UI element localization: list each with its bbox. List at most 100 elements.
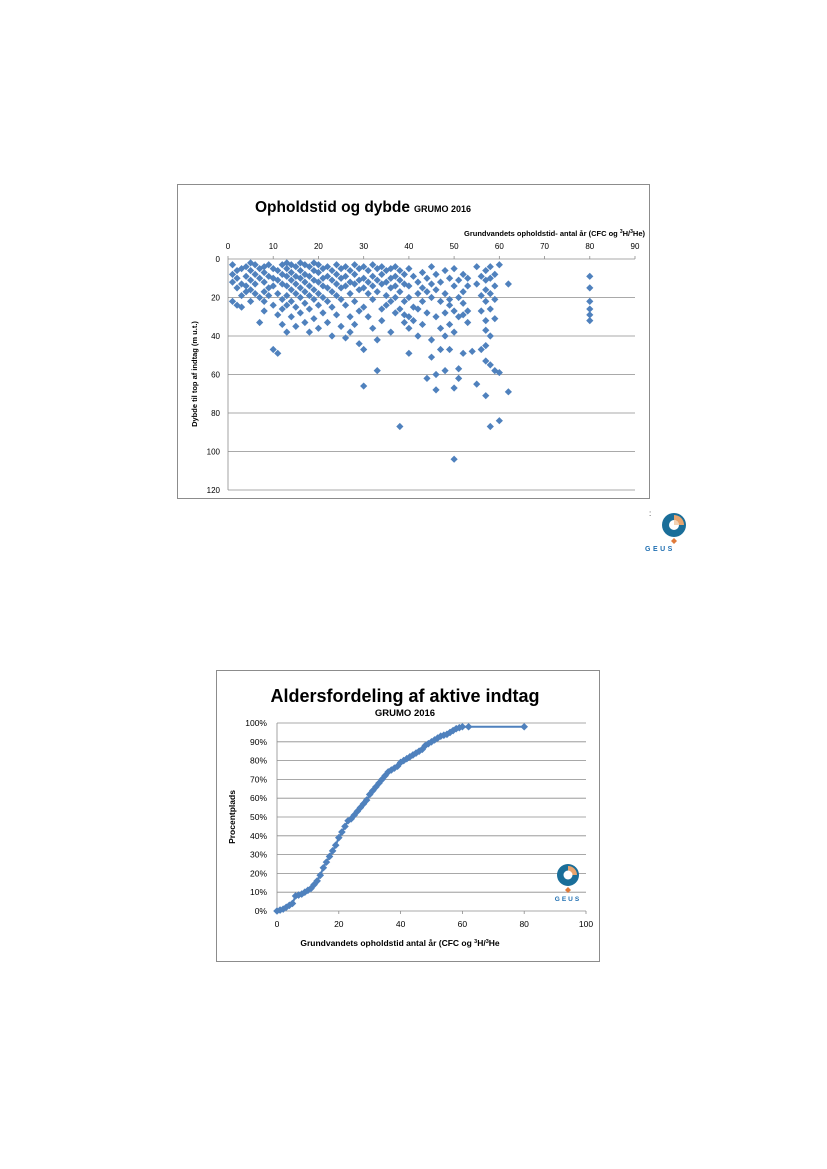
chart1-data-point (283, 265, 291, 273)
chart1-data-point (319, 293, 327, 302)
chart1-data-point (450, 455, 458, 463)
chart1-data-point (373, 288, 381, 296)
chart1-data-point (427, 353, 436, 361)
chart2-data-point (276, 906, 284, 914)
chart1-y-tick-label: 120 (207, 486, 221, 495)
chart1-data-point (482, 317, 490, 325)
chart1-data-point (296, 274, 304, 282)
chart1-data-point (504, 388, 512, 396)
chart2-data-point (440, 731, 448, 740)
chart1-data-point (432, 386, 440, 394)
chart2-x-tick-label: 60 (458, 919, 468, 929)
chart1-data-point (482, 286, 490, 294)
chart1-data-point (319, 265, 327, 273)
chart2-y-tick-label: 40% (250, 831, 267, 841)
chart1-data-point (436, 345, 445, 354)
chart2-y-tick-label: 60% (250, 793, 267, 803)
chart2-y-tick-label: 100% (245, 718, 267, 728)
chart1-data-point (423, 309, 431, 317)
chart1-data-point (482, 342, 490, 350)
chart1-data-point (278, 261, 286, 269)
chart1-data-point (436, 278, 445, 286)
chart1-data-point (283, 328, 291, 336)
chart1-data-point (382, 291, 390, 300)
chart1-data-point (586, 305, 594, 313)
chart1-data-point (436, 324, 445, 332)
chart1-data-point (450, 307, 458, 315)
chart1-data-point (337, 322, 345, 330)
chart1-data-point (495, 417, 503, 425)
chart1-data-point (378, 280, 386, 288)
chart1-y-tick-label: 60 (211, 371, 220, 380)
chart1-data-point (360, 382, 368, 390)
chart1-data-point (323, 318, 332, 327)
chart1-y-tick-label: 100 (207, 448, 221, 457)
chart2-data-point (338, 828, 346, 836)
geus-logo-text: GEUS (645, 546, 675, 553)
chart1-data-point (491, 315, 499, 323)
chart1-x-tick-label: 10 (269, 242, 278, 251)
chart1-data-point (586, 317, 594, 325)
chart1-data-point (445, 320, 454, 329)
chart1-data-point (278, 295, 286, 304)
chart1-data-point (491, 282, 499, 290)
chart1-data-point (387, 284, 395, 292)
chart1-data-point (482, 392, 490, 400)
chart2-x-tick-label: 0 (275, 919, 280, 929)
chart1-data-point (486, 274, 494, 282)
chart1-data-point (305, 305, 313, 313)
chart1-data-point (373, 276, 381, 284)
chart1-gridlines (227, 258, 635, 491)
chart2-data-point (520, 722, 528, 731)
chart2-x-tick-label: 80 (519, 919, 529, 929)
chart1-data-point (400, 318, 408, 327)
chart2-data-point (381, 771, 389, 780)
chart1-data-point (360, 345, 368, 354)
chart1-data-point (247, 297, 255, 305)
chart1-data-point (332, 311, 341, 319)
chart1-data-point (427, 263, 436, 271)
chart1-data-point (436, 297, 445, 305)
chart1-data-point (414, 278, 422, 286)
chart1-data-point (301, 299, 309, 307)
chart2-data-point (443, 730, 451, 739)
chart1-data-point (328, 303, 336, 311)
chart1-data-point (405, 324, 413, 332)
chart1-y-ticks: 0 20 40 60 80 100 120 (207, 255, 221, 495)
chart2-x-ticks: 0 20 40 60 80 100 (275, 911, 593, 929)
chart1-data-point (432, 313, 440, 321)
chart1-data-point (378, 270, 386, 278)
chart1-data-point (287, 313, 295, 321)
chart1-data-point (441, 367, 449, 375)
chart1-data-point (427, 293, 436, 302)
chart2-subtitle: GRUMO 2016 (375, 708, 435, 719)
chart1-data-point (328, 332, 336, 340)
chart1-data-point (418, 284, 427, 292)
chart1-data-point (486, 332, 494, 340)
chart1-data-point (491, 295, 499, 304)
chart1-data-point (346, 313, 354, 321)
chart1-data-point (305, 328, 313, 336)
chart1-data-point (323, 272, 332, 280)
chart1-x-tick-label: 60 (495, 242, 504, 251)
chart1-data-point (396, 422, 404, 431)
chart1-data-point (473, 380, 481, 388)
line-chart: Aldersfordeling af aktive indtag GRUMO 2… (227, 686, 593, 948)
chart2-data-point (375, 779, 383, 787)
chart1-data-point (256, 293, 264, 302)
chart1-data-point (364, 313, 372, 321)
chart1-data-point (228, 261, 237, 269)
chart1-data-point (242, 263, 250, 271)
chart1-data-point (473, 263, 481, 271)
chart2-y-tick-label: 80% (250, 756, 267, 766)
chart1-data-point (341, 334, 350, 342)
geus-logo: : GEUS (645, 507, 695, 559)
chart2-data-point (310, 880, 318, 889)
chart2-data-point (341, 822, 349, 831)
chart1-data-point (337, 274, 345, 282)
geus-logo-inner-text: GEUS (555, 896, 581, 903)
chart1-data-point (382, 266, 390, 275)
chart2-data-point (430, 736, 439, 744)
chart1-data-point (445, 345, 454, 354)
chart1-y-tick-label: 40 (211, 332, 220, 341)
